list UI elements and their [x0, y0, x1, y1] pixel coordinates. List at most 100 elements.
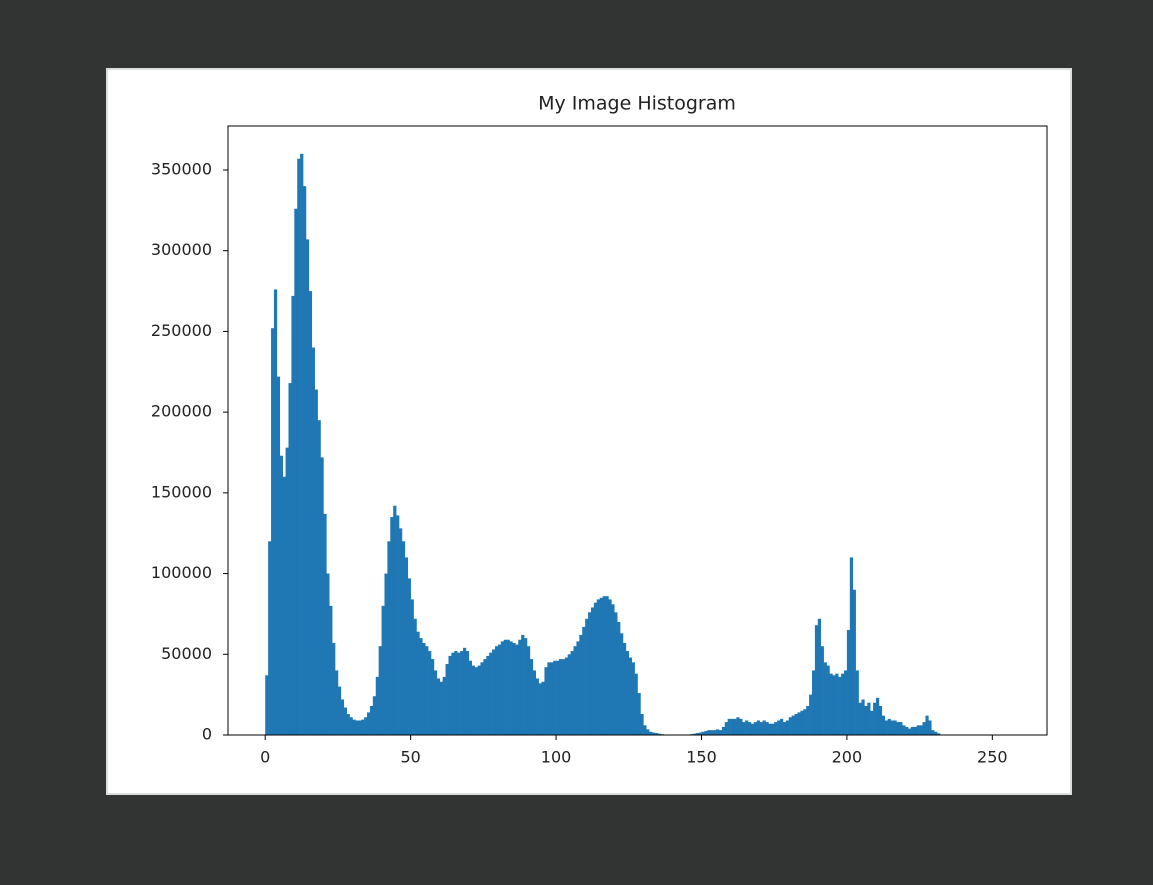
bar [454, 651, 458, 735]
bar [404, 557, 409, 735]
x-tick-label: 50 [400, 748, 420, 767]
bar [884, 720, 888, 735]
bar [375, 676, 379, 735]
bar [617, 621, 621, 735]
bar [497, 644, 502, 735]
bar [524, 638, 528, 735]
bar [477, 665, 481, 735]
bar [919, 725, 923, 735]
bar [355, 720, 359, 735]
bar [806, 705, 810, 735]
bar [870, 710, 874, 735]
bar [640, 714, 644, 735]
bar [823, 662, 827, 735]
bar [928, 720, 932, 735]
bar [564, 657, 568, 735]
bar [742, 722, 746, 735]
bar [436, 678, 441, 735]
bar [820, 646, 824, 735]
bar [782, 722, 787, 735]
bar [701, 731, 705, 735]
bar [396, 515, 400, 735]
bar [875, 697, 880, 735]
x-tick-label: 100 [541, 748, 572, 767]
bar [605, 596, 609, 735]
bar [913, 726, 918, 735]
bar [271, 328, 275, 735]
bar [503, 639, 507, 735]
bar [925, 715, 929, 735]
bar [346, 714, 350, 735]
bar [428, 651, 432, 735]
bar [337, 686, 342, 735]
bar [384, 573, 388, 735]
bar [486, 655, 490, 735]
bar [323, 513, 327, 735]
bar [646, 729, 650, 735]
bar [832, 675, 836, 735]
bar [849, 557, 854, 735]
bar [750, 723, 755, 735]
bar [788, 717, 792, 735]
bar [736, 717, 740, 735]
bar [474, 667, 478, 735]
bar [910, 726, 915, 735]
bar [756, 720, 760, 735]
bar [809, 694, 813, 735]
bar [361, 719, 365, 735]
y-tick-label: 0 [202, 725, 212, 744]
bar [620, 633, 624, 735]
bar [294, 208, 298, 736]
bar [518, 639, 522, 735]
bar [419, 638, 423, 735]
y-tick-label: 200000 [151, 402, 212, 421]
bar [922, 722, 926, 735]
bar [378, 646, 382, 735]
bar [512, 642, 516, 735]
bar [390, 517, 394, 735]
bar [588, 612, 592, 735]
bar [329, 605, 333, 735]
bar [654, 733, 659, 735]
bar [439, 681, 443, 735]
bar [579, 634, 583, 735]
bar [887, 718, 891, 735]
bar [448, 655, 452, 735]
bar [288, 383, 292, 735]
bar [335, 670, 339, 735]
bar [748, 722, 752, 735]
bar [745, 720, 749, 735]
bar [934, 731, 938, 735]
bar [652, 732, 656, 735]
bar [855, 670, 859, 735]
bar [716, 729, 720, 735]
y-tick-label: 50000 [161, 644, 212, 663]
bar [268, 541, 272, 735]
bar [596, 599, 600, 735]
bar [590, 607, 595, 735]
bar [352, 719, 356, 735]
bar [707, 730, 711, 735]
bar [273, 289, 278, 735]
bar [538, 683, 542, 735]
bar [710, 730, 714, 735]
bar [413, 618, 417, 735]
bar [905, 726, 909, 735]
bar [547, 662, 551, 735]
bar [541, 681, 545, 735]
bar [535, 678, 539, 735]
bar [625, 651, 630, 735]
bar [291, 295, 295, 735]
bar [593, 602, 598, 735]
bar [718, 730, 723, 735]
chart-title: My Image Histogram [538, 93, 736, 115]
bar [381, 605, 385, 735]
bar [867, 702, 871, 735]
bar [550, 662, 554, 735]
bar [529, 659, 534, 735]
bar [826, 665, 830, 735]
bar [608, 599, 612, 735]
x-tick-label: 200 [832, 748, 863, 767]
